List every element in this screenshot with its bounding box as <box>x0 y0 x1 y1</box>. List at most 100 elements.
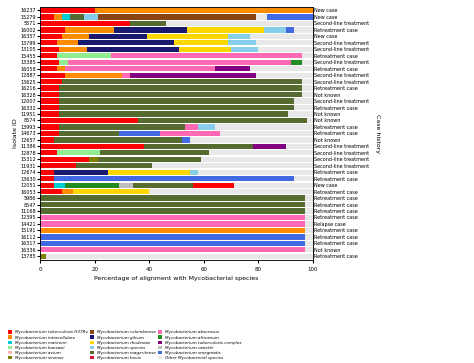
Bar <box>302 79 313 84</box>
Bar <box>119 183 133 188</box>
Bar <box>144 144 253 149</box>
Bar <box>59 131 119 136</box>
Bar <box>40 40 57 45</box>
Bar <box>40 66 57 72</box>
Bar <box>305 208 313 214</box>
Bar <box>187 27 264 33</box>
Bar <box>62 79 302 84</box>
Bar <box>89 156 98 162</box>
Bar <box>40 118 138 123</box>
Bar <box>40 137 54 143</box>
Bar <box>305 221 313 227</box>
Bar <box>111 53 302 58</box>
Bar <box>294 27 313 33</box>
Bar <box>57 150 100 155</box>
Bar <box>40 247 305 253</box>
Bar <box>190 170 198 175</box>
Bar <box>40 221 305 227</box>
Bar <box>59 98 294 104</box>
Bar <box>78 40 174 45</box>
Bar <box>40 131 59 136</box>
Legend: Mycobacterium tuberculosis H37Rv, Mycobacterium intracellulare, Mycobacterium ma: Mycobacterium tuberculosis H37Rv, Mycoba… <box>7 329 243 361</box>
Bar <box>46 254 313 259</box>
Bar <box>54 14 62 20</box>
Bar <box>109 170 190 175</box>
Bar <box>231 47 258 52</box>
Y-axis label: Case history: Case history <box>375 114 381 153</box>
Bar <box>255 40 313 45</box>
Bar <box>285 144 313 149</box>
Bar <box>84 14 98 20</box>
Bar <box>70 14 84 20</box>
Bar <box>40 73 65 78</box>
Bar <box>255 73 313 78</box>
Bar <box>40 241 305 246</box>
Bar <box>119 131 160 136</box>
Bar <box>305 195 313 201</box>
Bar <box>40 208 305 214</box>
Bar <box>40 189 62 194</box>
Bar <box>65 73 122 78</box>
Bar <box>305 247 313 253</box>
Bar <box>59 47 87 52</box>
Bar <box>40 47 59 52</box>
Bar <box>198 170 313 175</box>
Bar <box>122 73 130 78</box>
Bar <box>266 14 313 20</box>
Bar <box>302 92 313 97</box>
Bar <box>152 163 313 168</box>
Bar <box>59 105 294 110</box>
Bar <box>95 8 313 13</box>
Bar <box>40 150 57 155</box>
Bar <box>179 47 231 52</box>
Bar <box>40 228 305 233</box>
Bar <box>165 21 313 26</box>
Bar <box>160 131 220 136</box>
Bar <box>305 202 313 207</box>
Bar <box>98 14 255 20</box>
Bar <box>40 215 305 220</box>
Bar <box>40 234 305 240</box>
Bar <box>149 189 313 194</box>
Bar <box>59 124 185 130</box>
Y-axis label: Isolate ID: Isolate ID <box>13 119 18 148</box>
Bar <box>59 85 302 91</box>
Bar <box>201 156 313 162</box>
Bar <box>305 228 313 233</box>
Bar <box>305 241 313 246</box>
Bar <box>215 66 250 72</box>
Bar <box>255 14 266 20</box>
Bar <box>146 34 228 39</box>
Bar <box>100 150 209 155</box>
Bar <box>67 60 291 65</box>
Bar <box>253 144 285 149</box>
Bar <box>40 202 305 207</box>
Bar <box>40 14 54 20</box>
Bar <box>40 60 59 65</box>
Bar <box>54 183 65 188</box>
Bar <box>40 124 59 130</box>
Bar <box>40 21 130 26</box>
Bar <box>307 118 313 123</box>
Bar <box>76 163 152 168</box>
Bar <box>62 14 70 20</box>
Bar <box>40 144 144 149</box>
Bar <box>57 40 78 45</box>
Bar <box>258 47 313 52</box>
Bar <box>40 105 59 110</box>
Bar <box>40 183 54 188</box>
Bar <box>40 170 54 175</box>
Bar <box>174 40 228 45</box>
Bar <box>65 27 114 33</box>
Bar <box>302 60 313 65</box>
Bar <box>65 66 215 72</box>
Bar <box>294 176 313 182</box>
Bar <box>285 27 294 33</box>
Bar <box>59 111 288 117</box>
Bar <box>59 92 302 97</box>
Bar <box>250 66 313 72</box>
Bar <box>40 34 62 39</box>
X-axis label: Percentage of alignment with Mycobacterial species: Percentage of alignment with Mycobacteri… <box>94 276 259 281</box>
Bar <box>89 34 146 39</box>
Bar <box>40 79 62 84</box>
